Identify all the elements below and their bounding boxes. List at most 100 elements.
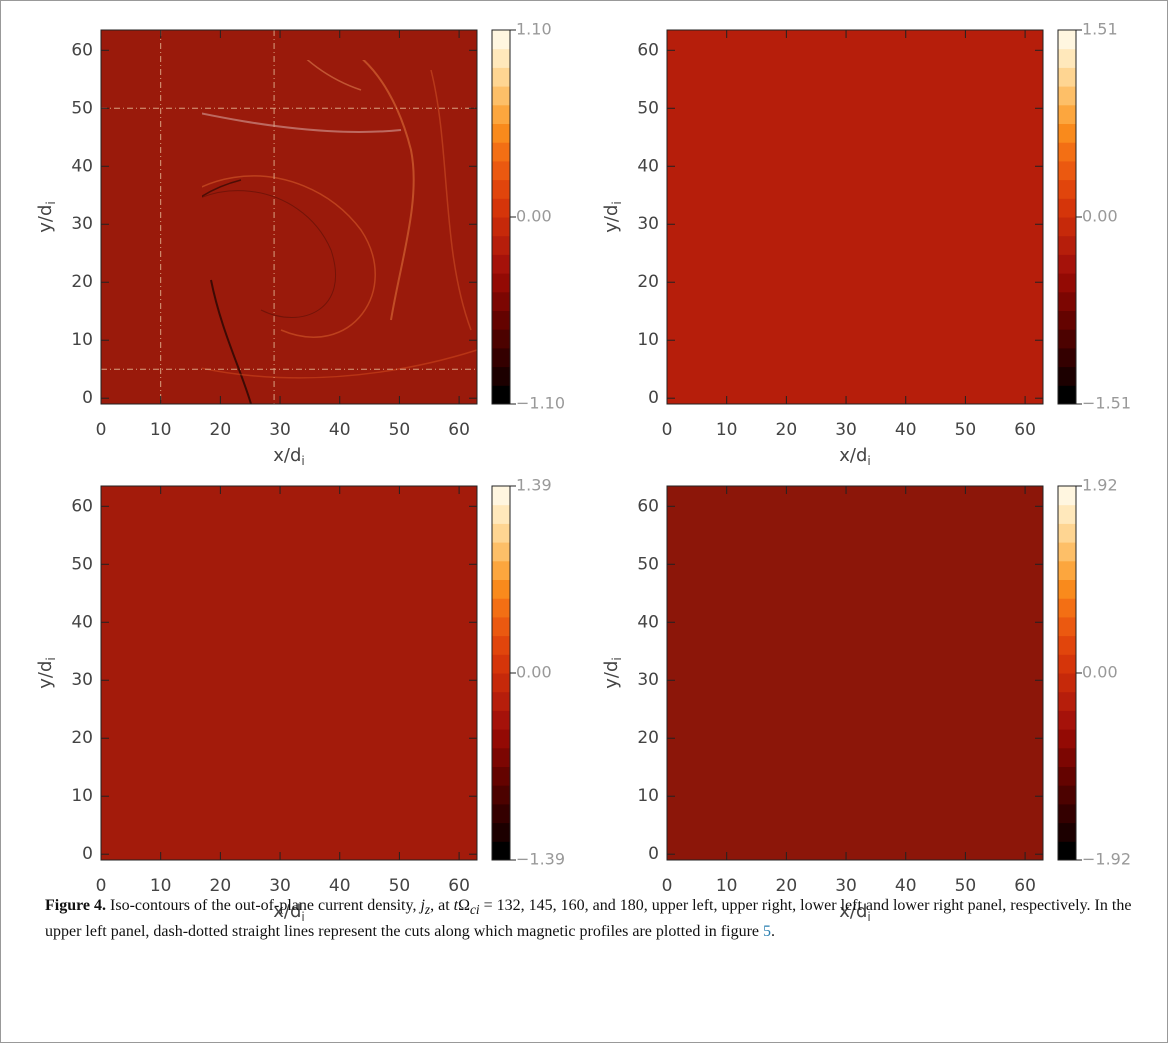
y-axis-label: y/di	[35, 657, 58, 689]
colorbar-level	[1058, 747, 1076, 767]
caption-math: Ω	[458, 897, 470, 914]
colorbar-level	[492, 48, 510, 68]
caption-math: t	[453, 897, 459, 914]
colorbar-level	[492, 523, 510, 543]
x-tick-label: 40	[329, 876, 351, 896]
current-sheet	[202, 179, 242, 198]
panel: 0 10 20 30 40 50 600102030405060x/diy/di1.510.…	[601, 20, 1131, 468]
colorbar-tick-label: 0.00	[1082, 207, 1118, 226]
colorbar-level	[492, 86, 510, 106]
colorbar-level	[492, 217, 510, 237]
caption-math: j	[420, 897, 425, 914]
colorbar-tick-label: −1.51	[1082, 394, 1131, 413]
colorbar-level	[492, 542, 510, 562]
caption: Figure 4. Iso-contours of the out-of-pla…	[45, 895, 1135, 943]
x-tick-label: 60	[1014, 420, 1036, 440]
colorbar-level	[1058, 635, 1076, 655]
x-tick-label: 10	[716, 420, 738, 440]
colorbar-level	[1058, 123, 1076, 143]
panel: 0 10 20 30 40 50 600102030405060x/diy/di1.100.…	[35, 20, 565, 468]
colorbar-tick-label: 1.39	[516, 476, 552, 495]
colorbar-tick-label: −1.92	[1082, 850, 1131, 869]
x-tick-label: 50	[955, 876, 977, 896]
y-axis-label: y/di	[601, 657, 624, 689]
colorbar-level	[1058, 30, 1076, 50]
x-tick-label: 60	[448, 876, 470, 896]
x-axis-label-text: x/d	[273, 901, 301, 922]
y-tick-label: 30	[637, 670, 659, 690]
colorbar-level	[492, 691, 510, 711]
colorbar-level	[1058, 160, 1076, 181]
y-tick-label: 20	[71, 728, 93, 748]
colorbar-tick-label: −1.10	[516, 394, 565, 413]
y-axis-label-text: y/d	[601, 205, 622, 233]
plot-border	[100, 29, 478, 405]
colorbar-level	[492, 766, 510, 786]
colorbar-level	[1058, 385, 1076, 405]
colorbar-level	[1058, 310, 1076, 330]
current-sheet	[210, 279, 252, 405]
y-axis-label: y/di	[601, 201, 624, 233]
caption-text: , at	[430, 897, 454, 914]
colorbar-level	[492, 366, 510, 386]
colorbar-level	[1058, 142, 1076, 162]
colorbar-level	[492, 710, 510, 730]
x-axis-label-sub: i	[301, 910, 304, 924]
colorbar-level	[492, 635, 510, 655]
heatmap-field	[101, 30, 477, 404]
y-tick-label: 40	[637, 612, 659, 632]
colorbar-level	[1058, 198, 1076, 218]
colorbar-level	[1058, 347, 1076, 368]
current-sheet	[202, 112, 402, 133]
x-tick-label: 40	[895, 876, 917, 896]
colorbar-level	[492, 67, 510, 87]
structures	[202, 60, 478, 405]
y-tick-label: 50	[71, 98, 93, 118]
plot-border	[100, 485, 478, 861]
colorbar-level	[492, 616, 510, 637]
y-axis-label-text: y/d	[35, 205, 56, 233]
colorbar-level	[492, 385, 510, 405]
x-tick-label: 0	[662, 420, 673, 440]
current-sheet	[202, 175, 376, 338]
colorbar-level	[1058, 254, 1076, 274]
y-tick-label: 30	[637, 214, 659, 234]
colorbar-tick-label: 1.10	[516, 20, 552, 39]
y-tick-label: 10	[637, 330, 659, 350]
heatmap-field	[667, 30, 1043, 404]
colorbar-level	[1058, 729, 1076, 749]
current-sheet	[430, 69, 472, 331]
x-tick-label: 40	[895, 420, 917, 440]
y-tick-label: 20	[71, 272, 93, 292]
colorbar-level	[492, 104, 510, 124]
y-axis-label: y/di	[35, 201, 58, 233]
y-tick-label: 20	[637, 272, 659, 292]
colorbar-level	[492, 329, 510, 349]
x-axis-label-text: x/d	[839, 901, 867, 922]
colorbar-level	[492, 560, 510, 580]
x-tick-label: 50	[955, 420, 977, 440]
y-tick-label: 30	[71, 670, 93, 690]
y-tick-label: 0	[648, 844, 659, 864]
colorbar-level	[1058, 86, 1076, 106]
caption-text: = 132, 145, 160, and 180, upper left, up…	[45, 897, 1132, 941]
x-tick-label: 20	[776, 420, 798, 440]
panel: 0 10 20 30 40 50 600102030405060x/diy/di1.920.…	[601, 476, 1131, 924]
x-tick-label: 50	[389, 420, 411, 440]
figure-link[interactable]: 5	[763, 923, 771, 941]
x-tick-label: 40	[329, 420, 351, 440]
x-tick-label: 60	[1014, 876, 1036, 896]
y-tick-label: 0	[82, 844, 93, 864]
current-sheet	[202, 349, 478, 379]
x-axis-label-text: x/d	[273, 445, 301, 466]
colorbar-level	[1058, 841, 1076, 861]
x-tick-label: 60	[448, 420, 470, 440]
colorbar-level	[1058, 654, 1076, 674]
colorbar-level	[1058, 766, 1076, 786]
heatmap-field	[101, 486, 477, 860]
y-tick-label: 0	[648, 388, 659, 408]
colorbar-level	[1058, 598, 1076, 618]
colorbar-level	[1058, 273, 1076, 293]
colorbar-level	[492, 160, 510, 181]
colorbar-level	[492, 841, 510, 861]
